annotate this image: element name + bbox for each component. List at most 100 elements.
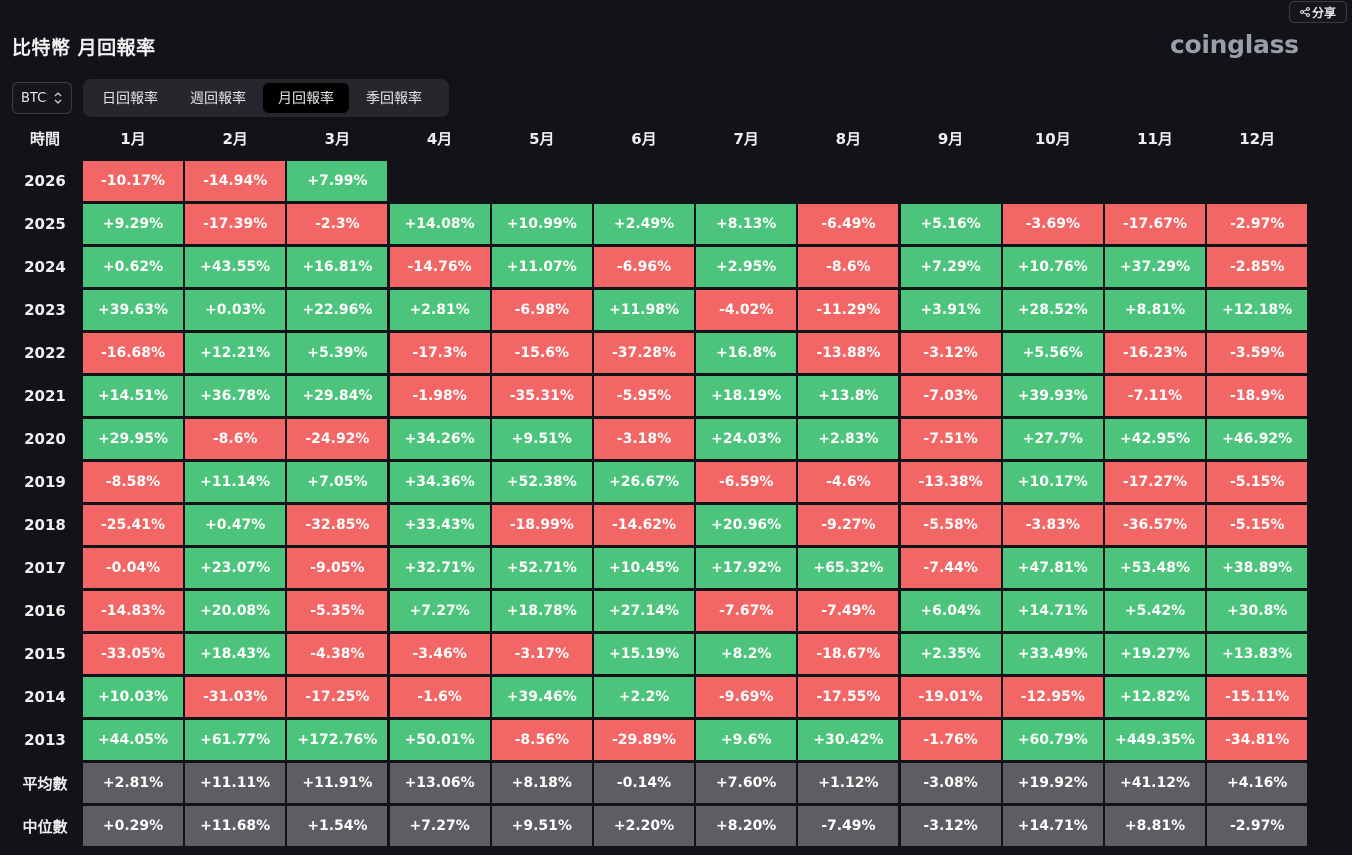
return-cell: +50.01% — [389, 720, 490, 760]
return-cell: +27.7% — [1002, 419, 1103, 459]
column-header: 12月 — [1239, 129, 1276, 148]
return-cell: +65.32% — [798, 548, 899, 588]
row-year-label: 2015 — [24, 645, 66, 663]
row-year-label: 2013 — [24, 731, 66, 749]
return-cell: +16.8% — [696, 333, 797, 373]
return-cell: -6.98% — [491, 290, 592, 330]
stat-cell: -2.97% — [1207, 806, 1308, 846]
return-cell: +9.29% — [83, 204, 183, 244]
return-cell: +20.08% — [185, 591, 286, 631]
return-cell: -33.05% — [83, 634, 183, 674]
tab-monthly-return[interactable]: 月回報率 — [263, 83, 349, 113]
stat-cell: +11.11% — [185, 763, 286, 803]
return-cell: +8.2% — [696, 634, 797, 674]
return-cell: +44.05% — [83, 720, 183, 760]
return-cell: -0.04% — [83, 548, 183, 588]
return-cell: -2.85% — [1207, 247, 1308, 287]
return-cell: -14.62% — [594, 505, 694, 545]
stat-cell: +8.20% — [696, 806, 797, 846]
stat-cell: -0.14% — [594, 763, 694, 803]
return-cell: -17.39% — [185, 204, 286, 244]
stat-cell: +2.81% — [83, 763, 183, 803]
return-cell: -3.59% — [1207, 333, 1308, 373]
return-cell: +10.76% — [1002, 247, 1103, 287]
return-cell: -25.41% — [83, 505, 183, 545]
return-cell: +37.29% — [1105, 247, 1205, 287]
return-cell: +18.19% — [696, 376, 797, 416]
return-cell: -2.3% — [287, 204, 388, 244]
return-cell: -17.25% — [287, 677, 388, 717]
return-cell: +39.63% — [83, 290, 183, 330]
return-cell: -14.76% — [389, 247, 490, 287]
return-cell: -37.28% — [594, 333, 694, 373]
return-cell: -12.95% — [1002, 677, 1103, 717]
stat-cell: -3.08% — [900, 763, 1001, 803]
return-cell: -15.6% — [491, 333, 592, 373]
stat-cell: -3.12% — [900, 806, 1001, 846]
return-cell: +32.71% — [389, 548, 490, 588]
return-cell: +14.51% — [83, 376, 183, 416]
return-cell: +29.95% — [83, 419, 183, 459]
share-button[interactable]: 分享 — [1289, 1, 1347, 23]
return-cell: -14.83% — [83, 591, 183, 631]
return-cell: -5.35% — [287, 591, 388, 631]
return-cell: -5.58% — [900, 505, 1001, 545]
return-cell: +20.96% — [696, 505, 797, 545]
return-cell: +13.8% — [798, 376, 899, 416]
return-cell: +10.45% — [594, 548, 694, 588]
column-header: 5月 — [529, 129, 555, 148]
return-cell: -17.67% — [1105, 204, 1205, 244]
stat-cell: +13.06% — [389, 763, 490, 803]
column-header: 11月 — [1137, 129, 1173, 148]
coin-select[interactable]: BTC — [12, 82, 72, 114]
return-cell: -35.31% — [491, 376, 592, 416]
row-year-label: 2025 — [24, 215, 66, 233]
column-header: 4月 — [426, 129, 453, 148]
return-cell: -3.12% — [900, 333, 1001, 373]
stat-cell: +7.60% — [696, 763, 797, 803]
row-stat-label: 平均數 — [22, 774, 68, 793]
row-year-label: 2017 — [24, 559, 66, 577]
return-cell: +12.82% — [1105, 677, 1205, 717]
tab-daily-return[interactable]: 日回報率 — [102, 91, 158, 107]
stat-cell: +1.12% — [798, 763, 899, 803]
stat-cell: +7.27% — [389, 806, 490, 846]
share-icon — [1300, 7, 1310, 17]
return-cell: +11.14% — [185, 462, 286, 502]
return-cell: +46.92% — [1207, 419, 1308, 459]
stat-cell: +11.68% — [185, 806, 286, 846]
return-cell: -3.17% — [491, 634, 592, 674]
return-cell: +18.78% — [491, 591, 592, 631]
return-cell: -3.18% — [594, 419, 694, 459]
return-cell: +26.67% — [594, 462, 694, 502]
return-cell: -24.92% — [287, 419, 388, 459]
column-header: 6月 — [631, 129, 657, 148]
return-cell: +11.98% — [594, 290, 694, 330]
return-cell: -2.97% — [1207, 204, 1308, 244]
return-cell: +7.29% — [900, 247, 1001, 287]
return-cell: +28.52% — [1002, 290, 1103, 330]
return-cell: +3.91% — [900, 290, 1001, 330]
row-year-label: 2023 — [24, 301, 66, 319]
return-cell: +0.03% — [185, 290, 286, 330]
return-cell: -31.03% — [185, 677, 286, 717]
return-cell: -8.6% — [185, 419, 286, 459]
tab-quarterly-return[interactable]: 季回報率 — [366, 91, 422, 107]
return-cell: -17.27% — [1105, 462, 1205, 502]
return-cell: +12.21% — [185, 333, 286, 373]
page-title: 比特幣 月回報率 — [12, 37, 156, 59]
return-cell: -8.58% — [83, 462, 183, 502]
return-cell: -7.44% — [900, 548, 1001, 588]
return-cell: -7.11% — [1105, 376, 1205, 416]
return-cell: -3.46% — [389, 634, 490, 674]
row-year-label: 2016 — [24, 602, 66, 620]
stat-cell: -7.49% — [798, 806, 899, 846]
return-cell: +10.03% — [83, 677, 183, 717]
tab-weekly-return[interactable]: 週回報率 — [190, 91, 246, 107]
return-cell: -8.6% — [798, 247, 899, 287]
return-cell: -4.38% — [287, 634, 388, 674]
return-cell: -6.96% — [594, 247, 694, 287]
return-cell: -9.05% — [287, 548, 388, 588]
return-cell: -5.15% — [1207, 462, 1308, 502]
return-cell: -18.67% — [798, 634, 899, 674]
